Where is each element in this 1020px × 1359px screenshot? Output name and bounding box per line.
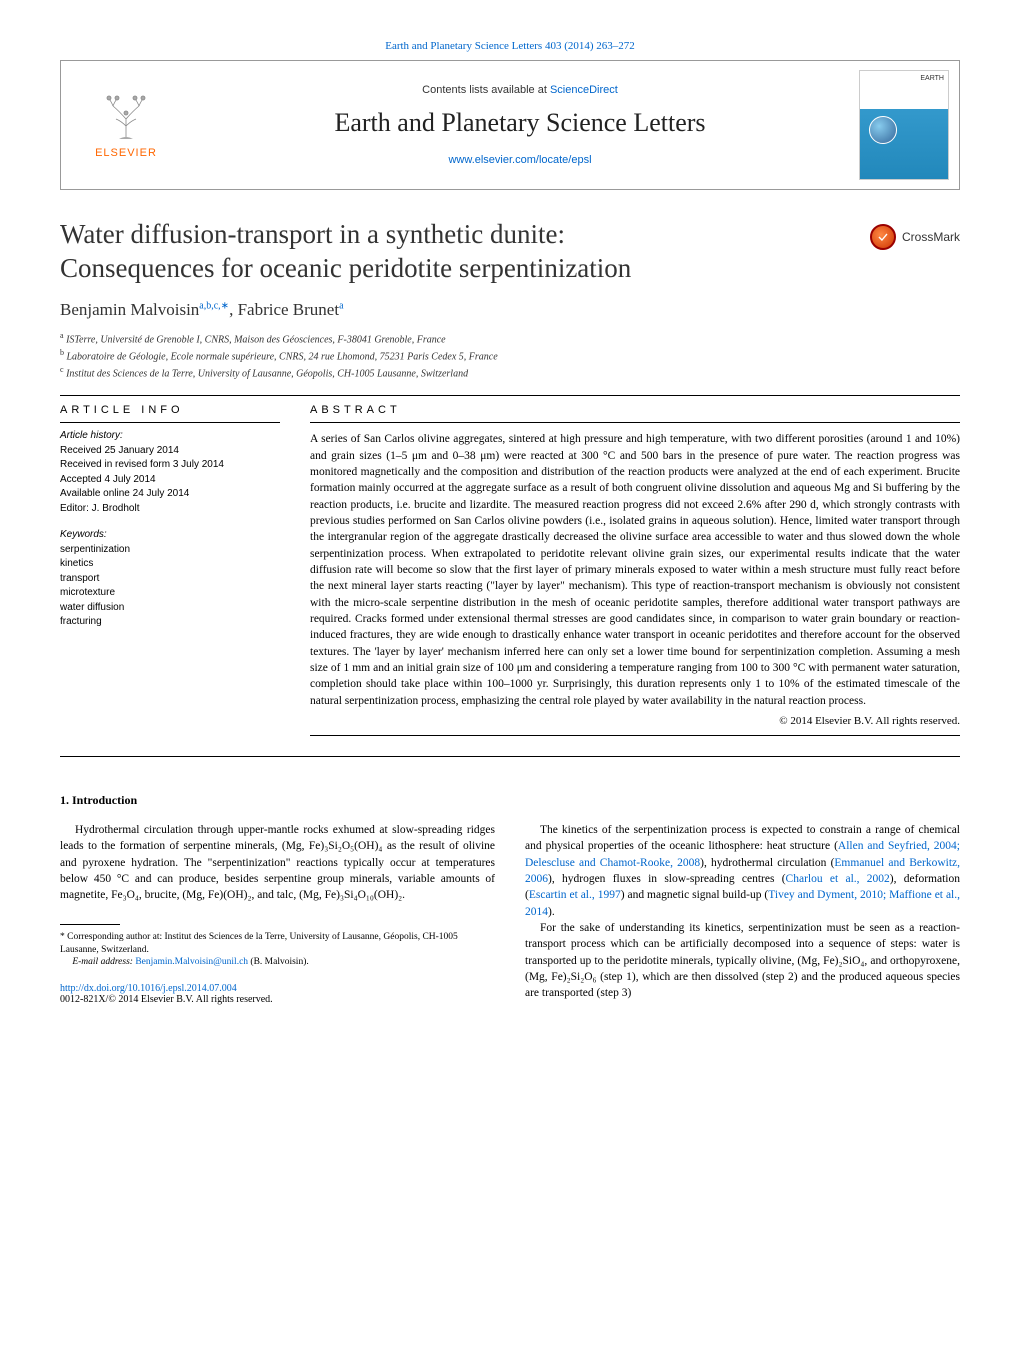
affiliation-c: c Institut des Sciences de la Terre, Uni… [60, 364, 960, 381]
corresponding-author-note: * Corresponding author at: Institut des … [60, 931, 495, 957]
divider [310, 422, 960, 423]
author-2: Fabrice Brunet [238, 300, 340, 319]
author-1-affil[interactable]: a,b,c,∗ [199, 300, 229, 311]
body-paragraph: The kinetics of the serpentinization pro… [525, 822, 960, 1002]
cover-globe-icon [869, 116, 897, 144]
keyword: water diffusion [60, 601, 280, 616]
keyword: fracturing [60, 615, 280, 630]
body-paragraph: Hydrothermal circulation through upper-m… [60, 822, 495, 904]
issn-line: 0012-821X/© 2014 Elsevier B.V. All right… [60, 994, 273, 1005]
keyword: transport [60, 572, 280, 587]
contents-prefix: Contents lists available at [422, 84, 550, 96]
body-column-right: . The kinetics of the serpentinization p… [525, 765, 960, 1005]
authors: Benjamin Malvoisina,b,c,∗, Fabrice Brune… [60, 300, 960, 320]
doi-link[interactable]: http://dx.doi.org/10.1016/j.epsl.2014.07… [60, 983, 237, 994]
author-2-affil[interactable]: a [339, 300, 343, 311]
keyword: microtexture [60, 586, 280, 601]
doi-block: http://dx.doi.org/10.1016/j.epsl.2014.07… [60, 983, 495, 1005]
keywords-block: Keywords: serpentinization kinetics tran… [60, 528, 280, 630]
divider [60, 395, 960, 396]
history-item: Available online 24 July 2014 [60, 487, 280, 502]
ref-link[interactable]: Escartin et al., 1997 [529, 889, 621, 901]
crossmark-icon [870, 224, 896, 250]
email-footnote: E-mail address: Benjamin.Malvoisin@unil.… [60, 956, 495, 969]
copyright: © 2014 Elsevier B.V. All rights reserved… [310, 715, 960, 727]
abstract-column: ABSTRACT A series of San Carlos olivine … [310, 404, 960, 736]
journal-name: Earth and Planetary Science Letters [201, 108, 839, 138]
affiliation-b: b Laboratoire de Géologie, Ecole normale… [60, 347, 960, 364]
header-center: Contents lists available at ScienceDirec… [191, 74, 849, 176]
crossmark-label: CrossMark [902, 230, 960, 244]
journal-cover-thumbnail: EARTH [859, 70, 949, 180]
affiliations: a ISTerre, Université de Grenoble I, CNR… [60, 330, 960, 382]
citation-link[interactable]: Earth and Planetary Science Letters 403 … [385, 40, 635, 52]
publisher-logo-cell: ELSEVIER [61, 83, 191, 167]
history-item: Accepted 4 July 2014 [60, 473, 280, 488]
journal-homepage-link[interactable]: www.elsevier.com/locate/epsl [448, 154, 591, 166]
history-header: Article history: [60, 429, 280, 444]
crossmark-badge[interactable]: CrossMark [860, 224, 960, 250]
keyword: serpentinization [60, 543, 280, 558]
abstract-label: ABSTRACT [310, 404, 960, 416]
cover-logo-text: EARTH [920, 75, 944, 82]
divider [310, 735, 960, 736]
title-line-1: Water diffusion-transport in a synthetic… [60, 219, 565, 249]
history-item: Editor: J. Brodholt [60, 502, 280, 517]
elsevier-tree-icon [101, 91, 151, 141]
section-heading: 1. Introduction [60, 793, 495, 808]
ref-link[interactable]: Charlou et al., 2002 [786, 873, 890, 885]
body-column-left: 1. Introduction Hydrothermal circulation… [60, 765, 495, 1005]
article-title: Water diffusion-transport in a synthetic… [60, 218, 860, 286]
publisher-name: ELSEVIER [95, 147, 157, 159]
keyword: kinetics [60, 557, 280, 572]
article-history: Article history: Received 25 January 201… [60, 429, 280, 516]
article-info-label: ARTICLE INFO [60, 404, 280, 416]
affiliation-a: a ISTerre, Université de Grenoble I, CNR… [60, 330, 960, 347]
history-item: Received 25 January 2014 [60, 444, 280, 459]
author-1: Benjamin Malvoisin [60, 300, 199, 319]
footnote-separator [60, 924, 120, 925]
keywords-header: Keywords: [60, 528, 280, 543]
sciencedirect-link[interactable]: ScienceDirect [550, 84, 618, 96]
citation-header: Earth and Planetary Science Letters 403 … [60, 40, 960, 52]
divider [60, 756, 960, 757]
email-link[interactable]: Benjamin.Malvoisin@unil.ch [135, 957, 248, 967]
journal-header: ELSEVIER Contents lists available at Sci… [60, 60, 960, 190]
divider [60, 422, 280, 423]
title-line-2: Consequences for oceanic peridotite serp… [60, 253, 631, 283]
contents-line: Contents lists available at ScienceDirec… [201, 84, 839, 96]
history-item: Received in revised form 3 July 2014 [60, 458, 280, 473]
abstract-text: A series of San Carlos olivine aggregate… [310, 431, 960, 709]
article-info-column: ARTICLE INFO Article history: Received 2… [60, 404, 280, 736]
